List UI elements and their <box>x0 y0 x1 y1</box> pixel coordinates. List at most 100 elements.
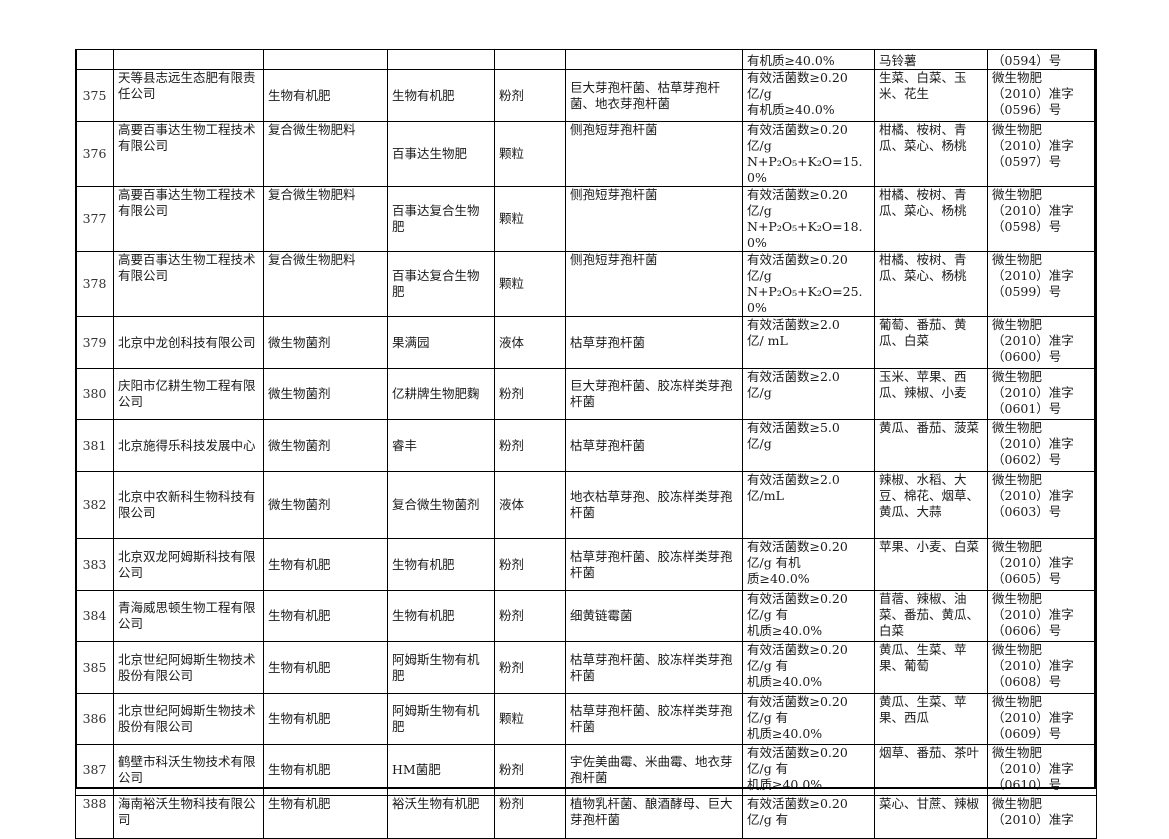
product-form: 液体 <box>494 316 566 369</box>
strain-cell <box>565 49 743 70</box>
registration-line: 微生物肥 <box>992 796 1043 812</box>
product-type: 微生物菌剂 <box>263 471 388 539</box>
product-type: 复合微生物肥料 <box>263 121 388 187</box>
spec-cell: 有效活菌数≥0.20 亿/g 有 <box>742 795 875 839</box>
table-row: 378 高要百事达生物工程技术有限公司 复合微生物肥料 百事达复合生物肥 颗粒 侧孢短芽孢… <box>75 251 1097 317</box>
spec-line: 机质≥40.0% <box>747 726 823 741</box>
company-cell <box>113 49 264 70</box>
registration-line: 微生物肥 <box>992 70 1043 86</box>
product-name: 百事达复合生物肥 <box>387 251 495 317</box>
table-row: 376 高要百事达生物工程技术有限公司 复合微生物肥料 百事达生物肥 颗粒 侧孢短芽孢杆菌… <box>75 121 1097 187</box>
spec-line: 亿/g 有 <box>747 607 789 622</box>
registration-number: 微生物肥 （2010）准字 （0598）号 <box>987 186 1097 252</box>
registration-number: 微生物肥 （2010）准字 （0600）号 <box>987 316 1097 369</box>
product-name: 生物有机肥 <box>387 538 495 591</box>
product-form: 粉剂 <box>494 69 566 122</box>
suitable-crops: 苜蓿、辣椒、油菜、番茄、黄瓜、白菜 <box>874 590 988 642</box>
table-row: 384 青海威思顿生物工程有限公司 生物有机肥 生物有机肥 粉剂 细黄链霉菌 有效活菌数≥0… <box>75 590 1097 642</box>
product-name: 生物有机肥 <box>387 69 495 122</box>
row-number: 388 <box>75 795 114 839</box>
registration-number: 微生物肥 （2010）准字 （0608）号 <box>987 641 1097 694</box>
strain-names: 侧孢短芽孢杆菌 <box>565 121 743 187</box>
table-row: 379 北京中龙创科技有限公司 微生物菌剂 果满园 液体 枯草芽孢杆菌 有效活菌数≥2.0 亿… <box>75 316 1097 369</box>
registration-number: 微生物肥 （2010）准字 （0609）号 <box>987 693 1097 745</box>
registration-line: 微生物肥 <box>992 369 1043 385</box>
registration-line: 微生物肥 <box>992 122 1043 138</box>
registration-line: （2010）准字 <box>992 436 1074 451</box>
spec-cell: 有效活菌数≥0.20 亿/g N+P₂O₅+K₂O=15.0% <box>742 121 875 187</box>
product-type: 复合微生物肥料 <box>263 186 388 252</box>
table-row: 388 海南裕沃生物科技有限公司 生物有机肥 裕沃生物有机肥 粉剂 植物乳杆菌、酿酒酵母、… <box>75 795 1097 839</box>
registration-line: 微生物肥 <box>992 472 1043 488</box>
registration-line: （0609）号 <box>992 726 1062 741</box>
row-number: 382 <box>75 471 114 539</box>
registration-line: （2010）准字 <box>992 333 1074 348</box>
table-row-continued: 有机质≥40.0% 马铃薯 （0594）号 <box>75 49 1097 70</box>
registration-line: （2010）准字 <box>992 658 1074 673</box>
strain-names: 地衣枯草芽孢、胶冻样类芽孢杆菌 <box>565 471 743 539</box>
registration-line: （0606）号 <box>992 623 1062 638</box>
product-type: 微生物菌剂 <box>263 419 388 472</box>
registration-number: 微生物肥 （2010）准字 （0597）号 <box>987 121 1097 187</box>
company-name: 海南裕沃生物科技有限公司 <box>113 795 264 839</box>
crops-cell: 马铃薯 <box>874 49 988 70</box>
product-form: 粉剂 <box>494 368 566 420</box>
suitable-crops: 黄瓜、生菜、苹果、葡萄 <box>874 641 988 694</box>
product-type: 微生物菌剂 <box>263 368 388 420</box>
spec-line: 亿/g <box>747 385 772 400</box>
registration-line: （2010）准字 <box>992 812 1074 827</box>
product-form: 粉剂 <box>494 419 566 472</box>
registration-line: （0602）号 <box>992 452 1062 467</box>
row-number: 379 <box>75 316 114 369</box>
table-row: 375 天等县志远生态肥有限责任公司 生物有机肥 生物有机肥 粉剂 巨大芽孢杆菌、枯草芽孢… <box>75 69 1097 122</box>
registration-line: （0597）号 <box>992 154 1062 169</box>
strain-names: 枯草芽孢杆菌、胶冻样类芽孢杆菌 <box>565 641 743 694</box>
spec-line: 有效活菌数≥0.20 <box>747 796 848 812</box>
product-name: 百事达生物肥 <box>387 121 495 187</box>
table-row: 380 庆阳市亿耕生物工程有限公司 微生物菌剂 亿耕牌生物肥麴 粉剂 巨大芽孢杆菌、胶冻样… <box>75 368 1097 420</box>
registration-line: （2010）准字 <box>992 555 1074 570</box>
product-type: 生物有机肥 <box>263 744 388 796</box>
table-row: 382 北京中农新科生物科技有限公司 微生物菌剂 复合微生物菌剂 液体 地衣枯草芽孢、胶冻… <box>75 471 1097 539</box>
row-number: 385 <box>75 641 114 694</box>
registration-number: 微生物肥 （2010）准字 （0603）号 <box>987 471 1097 539</box>
registration-number: 微生物肥 （2010）准字 （0606）号 <box>987 590 1097 642</box>
row-number: 383 <box>75 538 114 591</box>
spec-cell: 有效活菌数≥2.0 亿/mL <box>742 471 875 539</box>
spec-cell: 有效活菌数≥2.0 亿/ mL <box>742 316 875 369</box>
table-row: 377 高要百事达生物工程技术有限公司 复合微生物肥料 百事达复合生物肥 颗粒 侧孢短芽孢… <box>75 186 1097 252</box>
row-number: 386 <box>75 693 114 745</box>
spec-line: 有机质≥40.0% <box>747 102 835 117</box>
registration-line: （0600）号 <box>992 349 1062 364</box>
registration-line: 微生物肥 <box>992 539 1043 555</box>
strain-names: 枯草芽孢杆菌 <box>565 419 743 472</box>
strain-names: 植物乳杆菌、酿酒酵母、巨大芽孢杆菌 <box>565 795 743 839</box>
spec-line: 有效活菌数≥5.0 <box>747 420 840 436</box>
product-form: 液体 <box>494 471 566 539</box>
spec-line: 有效活菌数≥2.0 <box>747 317 840 333</box>
product-form: 粉剂 <box>494 641 566 694</box>
registration-line: （0601）号 <box>992 401 1062 416</box>
spec-line: 有效活菌数≥0.20 <box>747 694 848 710</box>
registration-line: 微生物肥 <box>992 187 1043 203</box>
product-type: 生物有机肥 <box>263 693 388 745</box>
table-row: 381 北京施得乐科技发展中心 微生物菌剂 睿丰 粉剂 枯草芽孢杆菌 有效活菌数≥5.0 亿/… <box>75 419 1097 472</box>
spec-line: 亿/g <box>747 436 772 451</box>
spec-line: 亿/mL <box>747 488 784 503</box>
suitable-crops: 辣椒、水稻、大豆、棉花、烟草、黄瓜、大蒜 <box>874 471 988 539</box>
product-form: 颗粒 <box>494 251 566 317</box>
spec-line: 亿/g 有机 <box>747 555 801 570</box>
form-cell <box>494 49 566 70</box>
row-number: 378 <box>75 251 114 317</box>
company-name: 北京双龙阿姆斯科技有限公司 <box>113 538 264 591</box>
product-type: 生物有机肥 <box>263 590 388 642</box>
registration-number: 微生物肥 （2010）准字 （0610）号 <box>987 744 1097 796</box>
registration-cell: （0594）号 <box>987 49 1097 70</box>
registration-line: （2010）准字 <box>992 761 1074 776</box>
registration-line: 微生物肥 <box>992 591 1043 607</box>
product-type: 复合微生物肥料 <box>263 251 388 317</box>
suitable-crops: 玉米、苹果、西瓜、辣椒、小麦 <box>874 368 988 420</box>
spec-line: 质≥40.0% <box>747 571 810 586</box>
registration-number: 微生物肥 （2010）准字 （0602）号 <box>987 419 1097 472</box>
